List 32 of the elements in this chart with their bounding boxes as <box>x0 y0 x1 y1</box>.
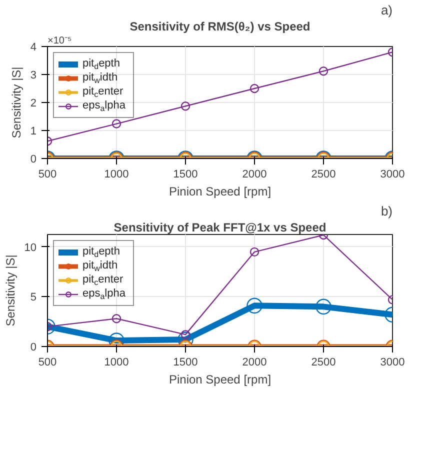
chart-title: Sensitivity of Peak FFT@1x vs Speed <box>114 220 326 234</box>
annotation: ×10⁻⁵ <box>48 36 72 46</box>
x-tick-label: 500 <box>38 356 57 368</box>
y-tick-label: 0 <box>30 154 37 166</box>
point <box>318 66 328 76</box>
y-tick-label: 0 <box>30 342 37 354</box>
x-tick-label: 3000 <box>380 168 405 180</box>
x-tick-label: 500 <box>38 168 57 180</box>
x-tick-label: 1500 <box>173 168 198 180</box>
x-tick-label: 1500 <box>173 356 198 368</box>
point <box>180 102 190 111</box>
text: b) <box>380 204 393 218</box>
y-tick-label: 2 <box>30 98 37 110</box>
y-tick-label: 5 <box>30 292 37 304</box>
chart-title: Sensitivity of RMS(θ₂) vs Speed <box>130 20 310 34</box>
x-axis-title: Pinion Speed [rpm] <box>168 372 272 386</box>
text: a) <box>380 2 393 18</box>
y-axis-title: Sensitivity |S| <box>3 254 18 326</box>
y-tick-label: 1 <box>30 126 37 138</box>
point <box>250 84 260 94</box>
x-tick-label: 2000 <box>242 356 267 368</box>
x-axis-title: Pinion Speed [rpm] <box>168 184 272 198</box>
x-tick-label: 2000 <box>242 168 267 180</box>
x-tick-label: 1000 <box>104 356 129 368</box>
y-tick-label: 3 <box>30 70 37 82</box>
x-tick-label: 2500 <box>311 356 336 368</box>
x-tick-label: 1000 <box>104 168 129 180</box>
x-tick-label: 2500 <box>311 168 336 180</box>
x-tick-label: 3000 <box>380 356 405 368</box>
y-axis-title: Sensitivity |S| <box>9 66 24 138</box>
y-tick-label: 4 <box>30 42 37 54</box>
y-tick-label: 10 <box>24 242 37 254</box>
